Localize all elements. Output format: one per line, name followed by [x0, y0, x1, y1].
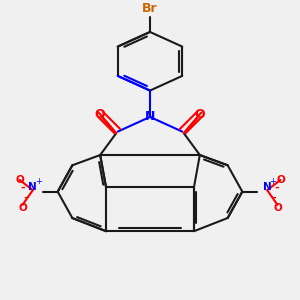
Text: -: -	[24, 193, 28, 202]
Text: O: O	[276, 175, 285, 185]
Text: O: O	[194, 107, 205, 121]
Text: -: -	[272, 193, 276, 202]
Text: +: +	[35, 177, 42, 186]
Text: N: N	[28, 182, 37, 192]
Text: +: +	[270, 177, 277, 186]
Text: O: O	[15, 175, 24, 185]
Text: O: O	[18, 203, 27, 213]
Text: N: N	[263, 182, 272, 192]
Text: -: -	[21, 182, 26, 192]
Text: -: -	[274, 182, 279, 192]
Text: N: N	[145, 110, 155, 123]
Text: Br: Br	[142, 2, 158, 15]
Text: O: O	[95, 107, 106, 121]
Text: O: O	[273, 203, 282, 213]
